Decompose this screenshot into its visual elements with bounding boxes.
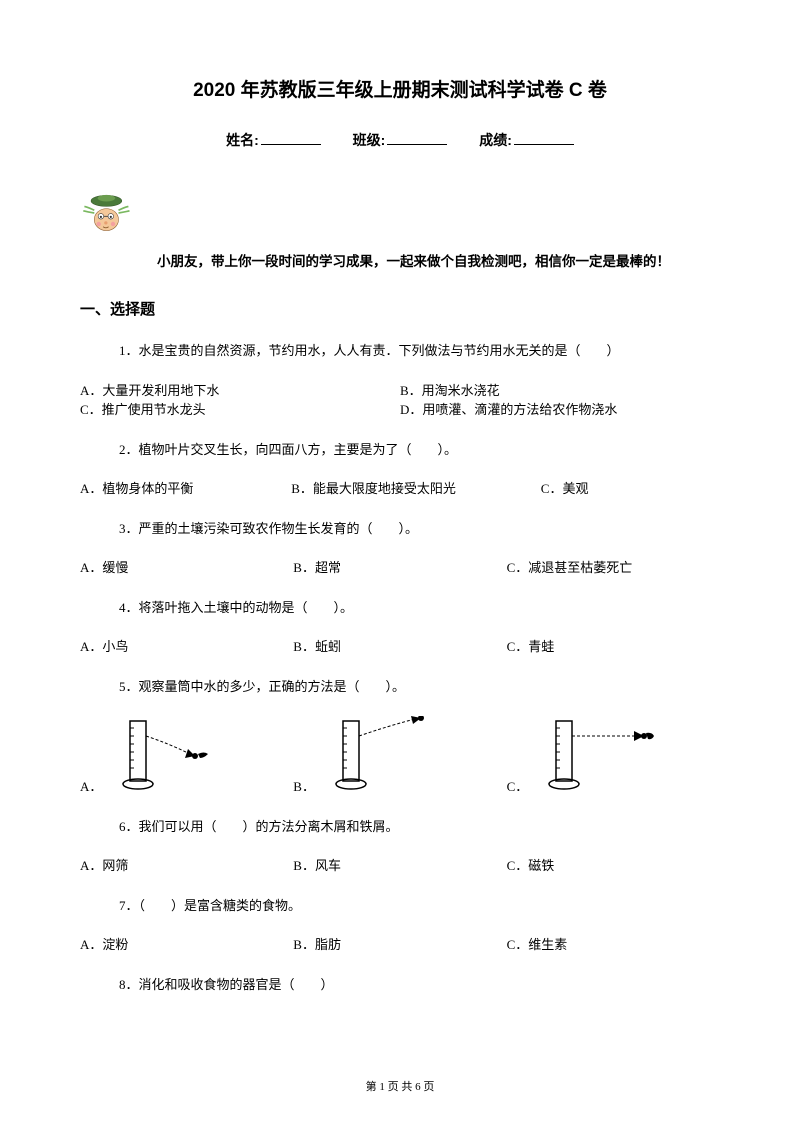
question-5: 5．观察量筒中水的多少，正确的方法是（ ）。	[80, 677, 720, 697]
question-4-options: A．小鸟 B．蚯蚓 C．青蛙	[80, 637, 720, 657]
q2-option-b: B．能最大限度地接受太阳光	[291, 479, 541, 499]
q1-option-b: B．用淘米水浇花	[400, 381, 720, 401]
question-7-options: A．淀粉 B．脂肪 C．维生素	[80, 935, 720, 955]
q5-option-a: A．	[80, 716, 293, 797]
class-label: 班级:	[353, 132, 386, 148]
score-label: 成绩:	[479, 132, 512, 148]
exam-title: 2020 年苏教版三年级上册期末测试科学试卷 C 卷	[80, 75, 720, 102]
q7-option-b: B．脂肪	[293, 935, 506, 955]
q1-option-d: D．用喷灌、滴灌的方法给农作物浇水	[400, 400, 720, 420]
question-3: 3．严重的土壤污染可致农作物生长发育的（ ）。	[80, 519, 720, 539]
cylinder-level-icon	[546, 716, 656, 797]
cylinder-down-icon	[120, 716, 220, 797]
q5-b-label: B．	[293, 777, 315, 797]
greeting-text: 小朋友，带上你一段时间的学习成果，一起来做个自我检测吧，相信你一定是最棒的！	[80, 250, 720, 270]
q2-option-c: C．美观	[541, 479, 720, 499]
question-5-options: A． B．	[80, 716, 720, 797]
question-6-options: A．网筛 B．风车 C．磁铁	[80, 856, 720, 876]
question-3-options: A．缓慢 B．超常 C．减退甚至枯萎死亡	[80, 558, 720, 578]
q7-option-a: A．淀粉	[80, 935, 293, 955]
q7-option-c: C．维生素	[507, 935, 720, 955]
student-info-line: 姓名: 班级: 成绩:	[80, 130, 720, 150]
q6-option-c: C．磁铁	[507, 856, 720, 876]
q1-option-c: C．推广使用节水龙头	[80, 400, 400, 420]
score-blank[interactable]	[514, 144, 574, 145]
question-7: 7．（ ）是富含糖类的食物。	[80, 896, 720, 916]
mascot-icon	[80, 180, 135, 235]
q5-option-b: B．	[293, 716, 506, 797]
q5-a-label: A．	[80, 777, 102, 797]
q6-option-b: B．风车	[293, 856, 506, 876]
q2-option-a: A．植物身体的平衡	[80, 479, 291, 499]
cylinder-up-icon	[333, 716, 433, 797]
question-2: 2．植物叶片交叉生长，向四面八方，主要是为了（ ）。	[80, 440, 720, 460]
name-label: 姓名:	[226, 132, 259, 148]
q4-option-a: A．小鸟	[80, 637, 293, 657]
question-1: 1．水是宝贵的自然资源，节约用水，人人有责．下列做法与节约用水无关的是（ ）	[80, 341, 720, 361]
q3-option-a: A．缓慢	[80, 558, 293, 578]
q1-option-a: A．大量开发利用地下水	[80, 381, 400, 401]
q4-option-b: B．蚯蚓	[293, 637, 506, 657]
question-2-options: A．植物身体的平衡 B．能最大限度地接受太阳光 C．美观	[80, 479, 720, 499]
page-footer: 第 1 页 共 6 页	[0, 1078, 800, 1094]
question-1-options: A．大量开发利用地下水 B．用淘米水浇花 C．推广使用节水龙头 D．用喷灌、滴灌…	[80, 381, 720, 420]
q4-option-c: C．青蛙	[507, 637, 720, 657]
q5-c-label: C．	[507, 777, 529, 797]
q5-option-c: C．	[507, 716, 720, 797]
q6-option-a: A．网筛	[80, 856, 293, 876]
question-4: 4．将落叶拖入土壤中的动物是（ ）。	[80, 598, 720, 618]
class-blank[interactable]	[387, 144, 447, 145]
question-6: 6．我们可以用（ ）的方法分离木屑和铁屑。	[80, 817, 720, 837]
q3-option-c: C．减退甚至枯萎死亡	[507, 558, 720, 578]
section-1-title: 一、选择题	[80, 298, 720, 319]
question-8: 8．消化和吸收食物的器官是（ ）	[80, 975, 720, 995]
q3-option-b: B．超常	[293, 558, 506, 578]
name-blank[interactable]	[261, 144, 321, 145]
